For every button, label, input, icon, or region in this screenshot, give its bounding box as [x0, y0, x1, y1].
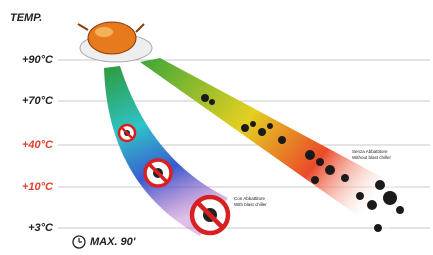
- axis-title: TEMP.: [10, 12, 42, 24]
- temp-label: +40°C: [22, 139, 54, 151]
- temp-label: +70°C: [22, 95, 54, 107]
- time-label: MAX. 90': [90, 236, 136, 248]
- infographic: TEMP. +90°C +70°C +40°C +10°C +3°C MAX. …: [0, 0, 433, 255]
- annotation: Senza Abbattitore: [352, 149, 388, 154]
- roast: [78, 22, 152, 62]
- temp-label: +10°C: [22, 181, 54, 193]
- annotation: Con Abbattitore: [234, 196, 266, 201]
- temp-label: +90°C: [22, 54, 54, 66]
- time-limit: MAX. 90': [73, 236, 136, 248]
- annotation: Without blast chiller: [352, 155, 392, 160]
- temp-label: +3°C: [28, 222, 54, 234]
- annotation: With blast chiller: [234, 202, 267, 207]
